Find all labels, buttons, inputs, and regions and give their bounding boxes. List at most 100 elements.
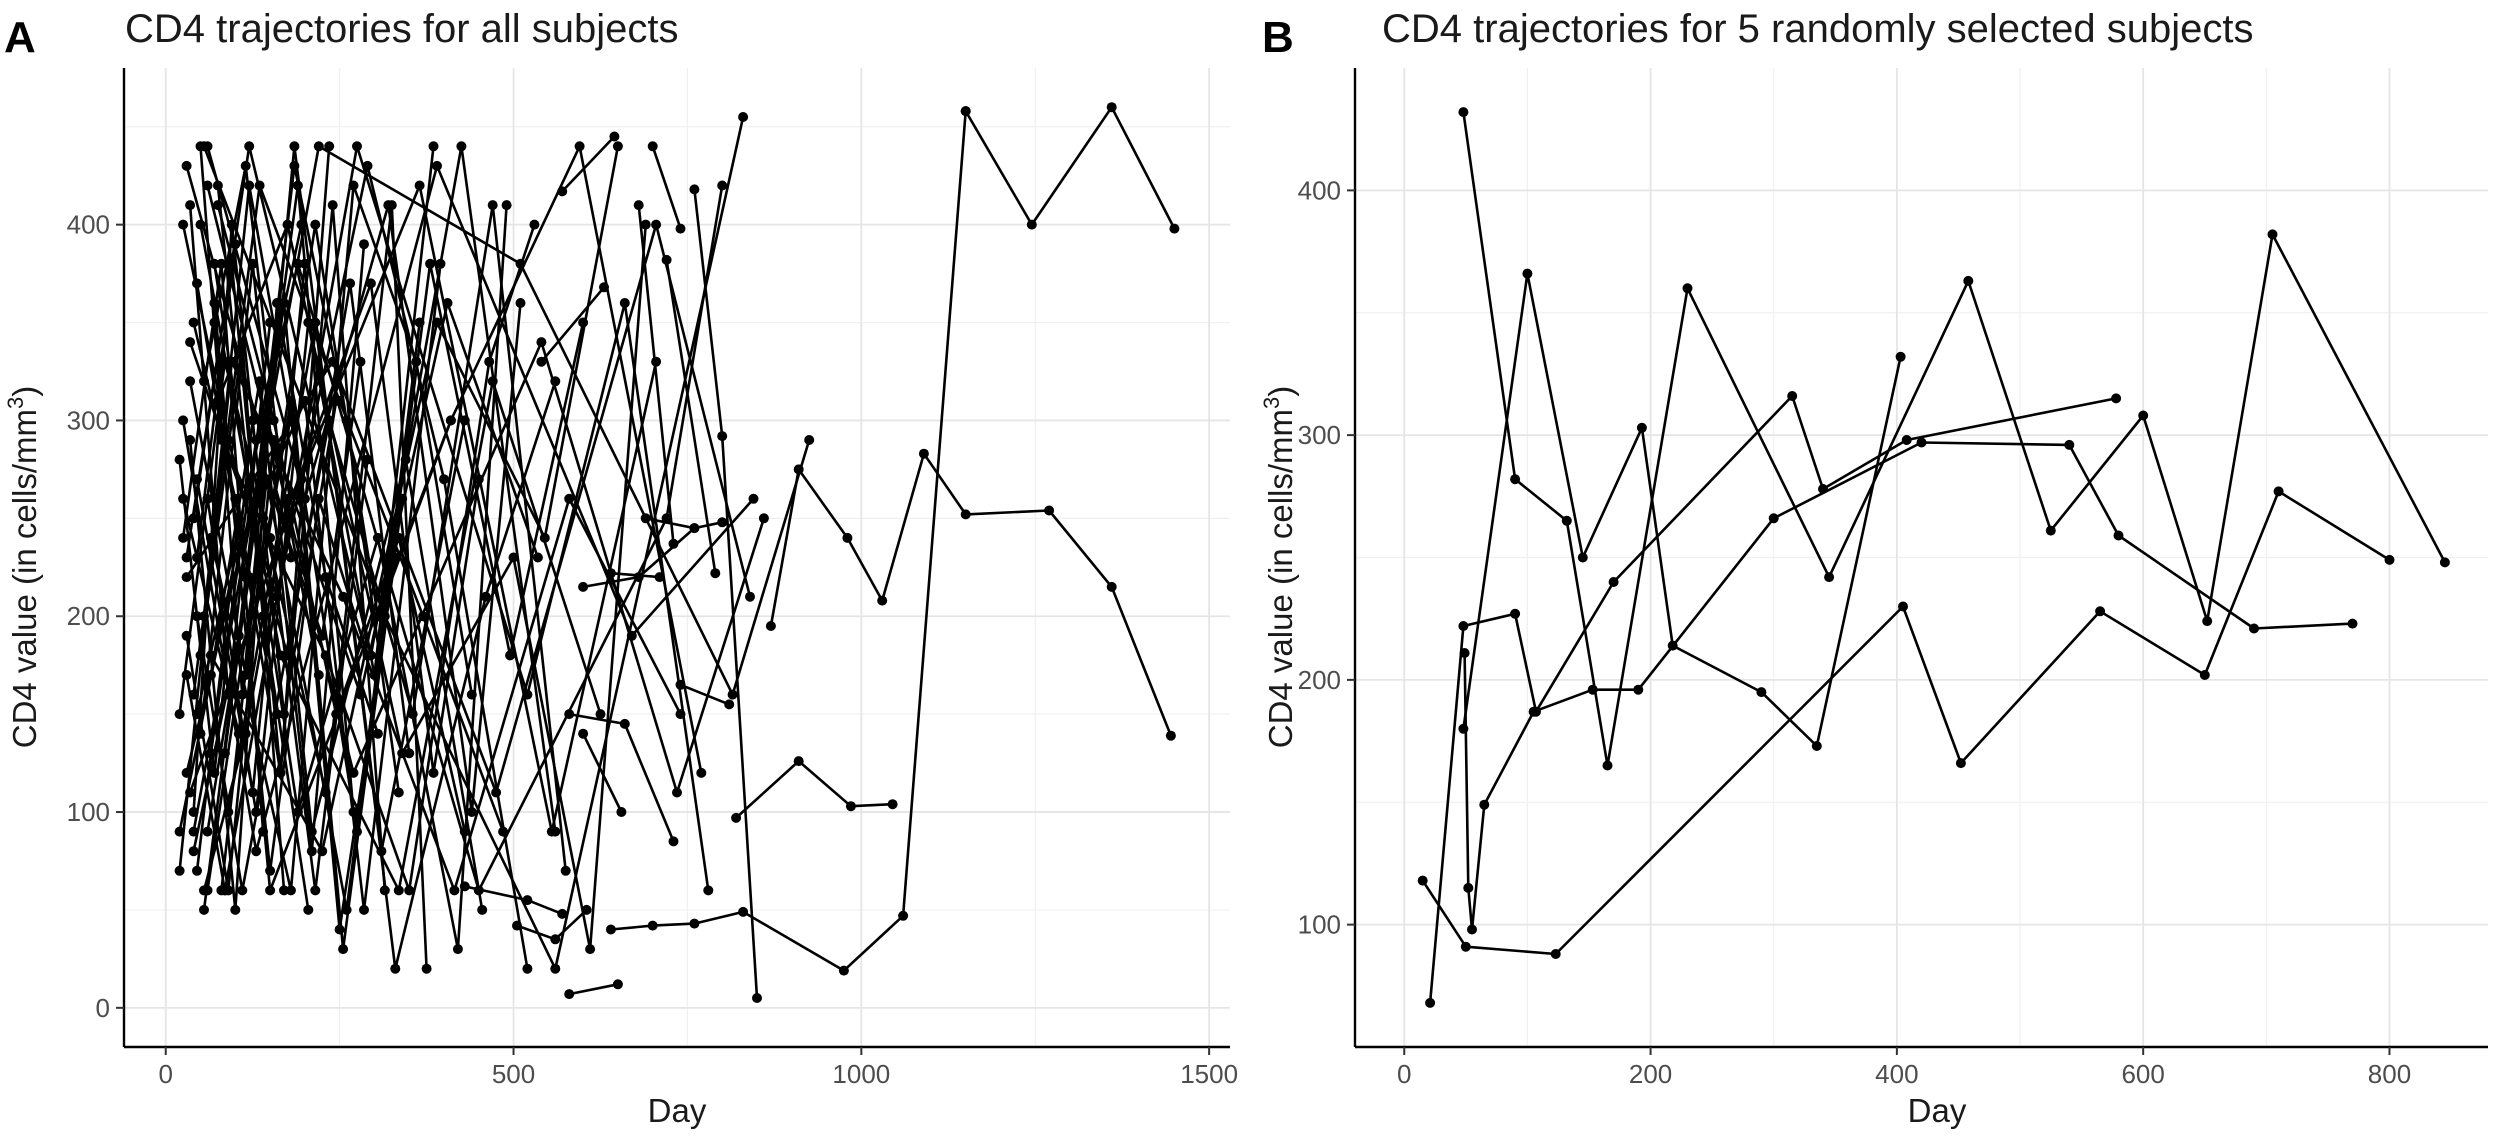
data-point <box>515 298 526 308</box>
data-point <box>421 963 432 974</box>
trajectory-line <box>568 983 619 996</box>
trajectory-line <box>1462 272 1902 748</box>
data-point <box>240 728 251 739</box>
data-point <box>758 513 769 524</box>
data-point <box>279 709 289 720</box>
data-point <box>731 812 742 823</box>
data-point <box>237 689 248 700</box>
data-point <box>459 415 470 426</box>
panel-a: A CD4 trajectories for all subjects 0 500… <box>3 7 1238 1129</box>
data-point <box>178 415 189 426</box>
data-point <box>251 846 262 857</box>
data-point <box>1425 997 1436 1008</box>
data-point <box>258 513 269 524</box>
data-point <box>306 826 317 837</box>
data-point <box>251 807 262 817</box>
data-point <box>1898 601 1908 612</box>
data-point <box>202 141 213 152</box>
data-point <box>654 572 665 583</box>
data-point <box>209 317 220 328</box>
data-point <box>195 650 206 661</box>
trajectory-line <box>610 110 967 972</box>
data-point <box>306 846 317 857</box>
panel-a-plot-area <box>174 102 1180 1003</box>
data-point <box>1165 730 1176 741</box>
data-point <box>265 317 276 328</box>
data-point <box>2267 229 2278 240</box>
data-point <box>898 910 909 921</box>
data-point <box>432 160 442 171</box>
panel-a-y-axis-title-main: CD4 value (in cells/mm <box>6 409 43 748</box>
data-point <box>181 630 192 641</box>
panel-a-axes <box>116 68 1230 1055</box>
data-point <box>564 989 575 1000</box>
data-point <box>557 186 568 197</box>
data-point <box>532 552 543 563</box>
data-point <box>560 865 571 876</box>
data-point <box>292 258 303 269</box>
panel-a-y-axis-title: CD4 value (in cells/mm3) <box>3 386 43 749</box>
data-point <box>1577 552 1588 563</box>
data-point <box>233 630 244 641</box>
data-point <box>2439 557 2450 568</box>
data-point <box>390 552 401 563</box>
trajectory-line <box>216 223 647 951</box>
data-point <box>244 572 255 583</box>
data-point <box>247 258 258 269</box>
data-point <box>279 298 289 308</box>
y-tick-label: 200 <box>67 601 110 631</box>
data-point <box>230 904 241 915</box>
data-point <box>498 826 509 837</box>
x-tick-label: 400 <box>1875 1059 1918 1089</box>
data-point <box>327 200 338 211</box>
data-point <box>223 435 234 445</box>
data-point <box>1510 608 1521 619</box>
data-point <box>199 611 209 622</box>
data-point <box>616 807 627 817</box>
data-point <box>1459 648 1470 658</box>
data-point <box>752 993 762 1003</box>
x-tick-label: 1500 <box>1180 1059 1238 1089</box>
data-point <box>585 944 596 955</box>
data-point <box>442 298 453 308</box>
data-point <box>299 258 310 269</box>
data-point <box>272 709 282 720</box>
data-point <box>550 963 561 974</box>
data-point <box>661 254 672 265</box>
data-point <box>487 200 498 211</box>
data-point <box>578 581 589 592</box>
data-point <box>425 258 436 269</box>
data-point <box>418 611 429 622</box>
data-point <box>338 944 349 955</box>
data-point <box>348 180 359 191</box>
panel-b-y-axis-title: CD4 value (in cells/mm3) <box>1259 386 1299 749</box>
data-point <box>1682 283 1693 294</box>
data-point <box>522 895 533 906</box>
data-point <box>372 611 383 622</box>
data-point <box>1106 102 1117 113</box>
data-point <box>362 160 373 171</box>
data-point <box>185 376 196 387</box>
data-point <box>265 885 276 896</box>
data-point <box>376 846 387 857</box>
data-point <box>188 807 199 817</box>
data-point <box>338 591 349 602</box>
data-point <box>536 356 547 367</box>
data-point <box>793 756 804 767</box>
data-point <box>1044 505 1055 516</box>
data-point <box>279 513 289 524</box>
data-point <box>181 572 192 583</box>
data-point <box>1636 422 1647 433</box>
data-point <box>612 141 623 152</box>
data-point <box>299 493 310 504</box>
data-point <box>355 689 366 700</box>
data-point <box>1458 621 1469 631</box>
data-point <box>480 591 491 602</box>
data-point <box>331 395 342 406</box>
data-point <box>564 493 575 504</box>
data-point <box>348 807 359 817</box>
data-point <box>292 180 303 191</box>
y-tick-label: 200 <box>1298 665 1341 695</box>
y-tick-label: 100 <box>67 797 110 827</box>
data-point <box>466 689 477 700</box>
